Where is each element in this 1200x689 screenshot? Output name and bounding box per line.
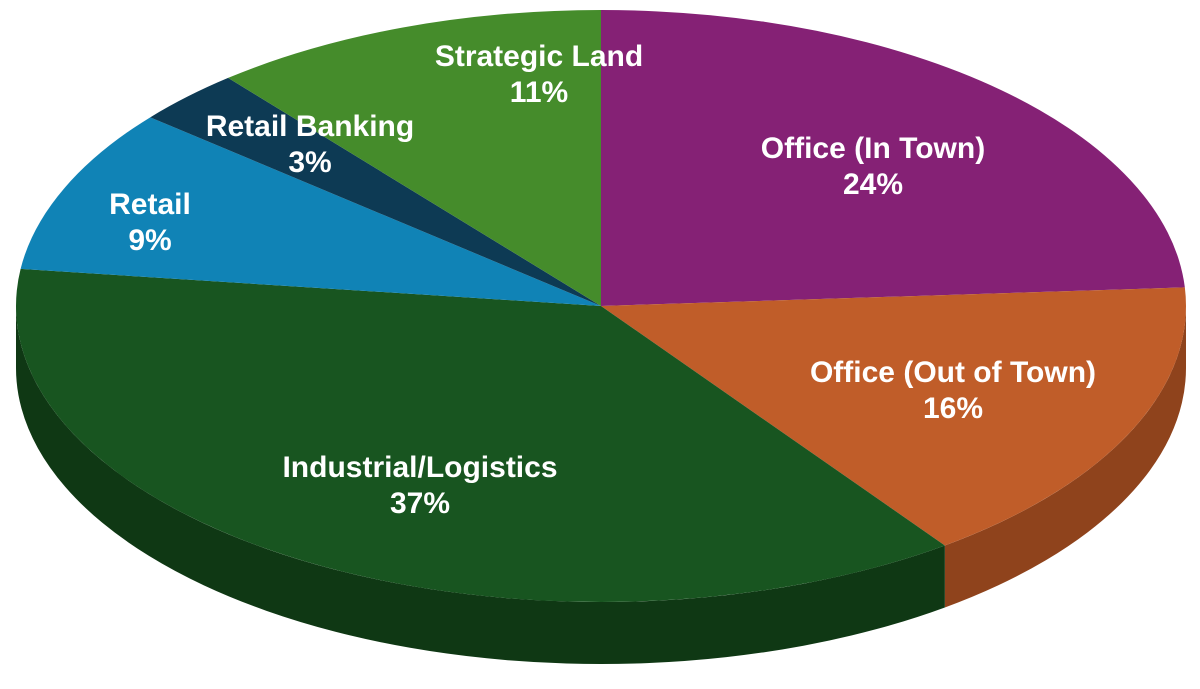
slice-label-industrial-logistics: Industrial/Logistics xyxy=(282,451,557,484)
pie-slice-office-in-town[interactable] xyxy=(601,10,1185,306)
slice-label-strategic-land: Strategic Land xyxy=(435,40,643,73)
pie-top-layer xyxy=(15,10,1186,602)
slice-value-strategic-land: 11% xyxy=(510,76,568,109)
pie-slice-office-out-of-town[interactable] xyxy=(601,287,1186,546)
pie-slice-retail[interactable] xyxy=(20,117,601,306)
pie-side-office-out-of-town xyxy=(944,306,1186,608)
slice-label-office-out-of-town: Office (Out of Town) xyxy=(810,356,1096,389)
pie-label-layer: Office (In Town)24%Office (Out of Town)1… xyxy=(109,40,1096,520)
slice-label-retail-banking: Retail Banking xyxy=(206,110,414,143)
slice-value-retail: 9% xyxy=(128,224,171,257)
slice-label-office-in-town: Office (In Town) xyxy=(761,132,985,165)
slice-label-retail: Retail xyxy=(109,188,191,221)
slice-value-retail-banking: 3% xyxy=(288,146,331,179)
slice-value-industrial-logistics: 37% xyxy=(390,487,450,520)
pie-slice-industrial-logistics[interactable] xyxy=(15,268,945,602)
slice-value-office-in-town: 24% xyxy=(843,168,903,201)
pie-side-industrial-logistics xyxy=(16,306,945,664)
pie-depth-layer xyxy=(16,306,1186,664)
pie-slice-strategic-land[interactable] xyxy=(228,10,601,306)
slice-value-office-out-of-town: 16% xyxy=(923,392,983,425)
pie-slice-retail-banking[interactable] xyxy=(150,77,601,307)
